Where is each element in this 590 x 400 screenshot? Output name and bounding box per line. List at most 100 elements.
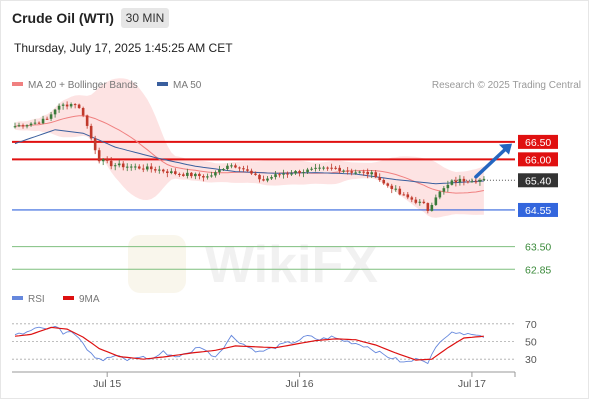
candle-body bbox=[89, 125, 93, 139]
candle-body bbox=[45, 118, 49, 120]
legend-ma20: MA 20 + Bollinger Bands bbox=[12, 80, 138, 91]
candle-body bbox=[246, 169, 249, 171]
candle-body bbox=[73, 104, 77, 106]
candle-body bbox=[33, 122, 37, 124]
candle-body bbox=[274, 174, 277, 178]
candle-body bbox=[182, 174, 185, 176]
candle-body bbox=[410, 197, 414, 200]
candle-body bbox=[394, 188, 398, 190]
candle-body bbox=[310, 168, 313, 170]
candle-body bbox=[346, 170, 349, 172]
price-label-66-50-bg bbox=[518, 134, 558, 149]
wikifx-watermark: WikiFX bbox=[128, 235, 378, 294]
candle-body bbox=[294, 170, 297, 174]
candle-body bbox=[466, 181, 470, 183]
candle-body bbox=[326, 167, 329, 169]
candle-body bbox=[258, 174, 261, 180]
x-tick-label: Jul 15 bbox=[93, 378, 121, 390]
candle-body bbox=[418, 201, 422, 203]
candle-body bbox=[362, 171, 366, 173]
candle-body bbox=[37, 122, 41, 124]
rsi-level-label-70: 70 bbox=[525, 319, 537, 331]
forecast-arrow-head-icon bbox=[499, 143, 512, 155]
candle-body bbox=[117, 163, 121, 166]
candle-body bbox=[330, 167, 333, 169]
rsi-line bbox=[14, 325, 485, 365]
price-label-62-85: 62.85 bbox=[525, 264, 551, 276]
candle-body bbox=[166, 171, 169, 174]
candle-body bbox=[278, 174, 281, 176]
candle-body bbox=[25, 125, 29, 127]
candle-body bbox=[242, 168, 245, 170]
candle-body bbox=[286, 173, 289, 175]
candle-body bbox=[406, 194, 410, 198]
rsi-level-label-30: 30 bbox=[525, 354, 537, 366]
candle-body bbox=[398, 188, 402, 195]
candle-body bbox=[210, 175, 213, 177]
candle-body bbox=[157, 169, 161, 171]
price-label-65-40: 65.40 bbox=[525, 175, 551, 187]
legend-rsi: RSI bbox=[12, 294, 45, 305]
candles bbox=[13, 101, 486, 214]
candle-body bbox=[234, 165, 237, 168]
candle-body bbox=[282, 173, 285, 175]
candle-body bbox=[386, 183, 390, 186]
candle-body bbox=[446, 184, 450, 189]
candle-body bbox=[226, 165, 229, 170]
candle-body bbox=[238, 167, 241, 169]
candle-body bbox=[49, 114, 53, 119]
candle-body bbox=[174, 171, 177, 174]
candle-body bbox=[109, 160, 113, 167]
candle-body bbox=[454, 180, 458, 183]
candle-body bbox=[434, 197, 438, 205]
candle-body bbox=[129, 166, 133, 168]
candle-body bbox=[450, 180, 454, 185]
candle-body bbox=[270, 177, 273, 179]
legend-ma50-label: MA 50 bbox=[173, 80, 202, 91]
candle-body bbox=[350, 171, 353, 173]
candle-body bbox=[121, 163, 125, 168]
candle-body bbox=[442, 188, 446, 192]
rsi-level-label-50: 50 bbox=[525, 337, 537, 349]
candle-body bbox=[41, 118, 45, 124]
candle-body bbox=[113, 165, 117, 167]
candle-body bbox=[266, 178, 269, 181]
candle-body bbox=[29, 123, 33, 126]
candle-body bbox=[153, 169, 157, 171]
candle-body bbox=[366, 171, 370, 175]
candle-body bbox=[342, 170, 345, 172]
candle-body bbox=[302, 172, 305, 174]
candle-body bbox=[334, 167, 337, 169]
candle-body bbox=[430, 204, 434, 211]
candle-body bbox=[170, 171, 173, 174]
candle-body bbox=[474, 181, 478, 183]
timeframe-badge[interactable]: 30 MIN bbox=[121, 8, 169, 28]
candle-body bbox=[322, 167, 325, 169]
price-label-63-50: 63.50 bbox=[525, 242, 551, 254]
candle-body bbox=[178, 173, 181, 175]
candle-body bbox=[230, 165, 233, 167]
ma50-line bbox=[14, 129, 484, 185]
chart-header: Crude Oil (WTI) 30 MIN bbox=[0, 0, 590, 36]
candle-body bbox=[438, 191, 442, 198]
rsi-ma9-line bbox=[14, 326, 484, 361]
legend-rsi-label: RSI bbox=[28, 294, 45, 305]
candle-body bbox=[306, 169, 309, 173]
x-tick-label: Jul 17 bbox=[458, 378, 486, 390]
price-label-66-50: 66.50 bbox=[525, 137, 551, 149]
watermark-text: WikiFX bbox=[205, 236, 378, 294]
bollinger-band bbox=[15, 78, 484, 218]
candle-body bbox=[462, 178, 466, 182]
legend-ma50: MA 50 bbox=[157, 80, 201, 91]
candle-body bbox=[250, 170, 253, 174]
candle-body bbox=[65, 104, 69, 107]
candle-body bbox=[93, 138, 97, 151]
candle-body bbox=[206, 176, 209, 178]
candle-body bbox=[262, 179, 265, 181]
candle-body bbox=[85, 115, 89, 126]
candle-body bbox=[105, 159, 109, 161]
rsi-swatch-icon bbox=[12, 296, 23, 301]
candle-body bbox=[149, 166, 153, 170]
price-label-66-00: 66.00 bbox=[525, 154, 551, 166]
